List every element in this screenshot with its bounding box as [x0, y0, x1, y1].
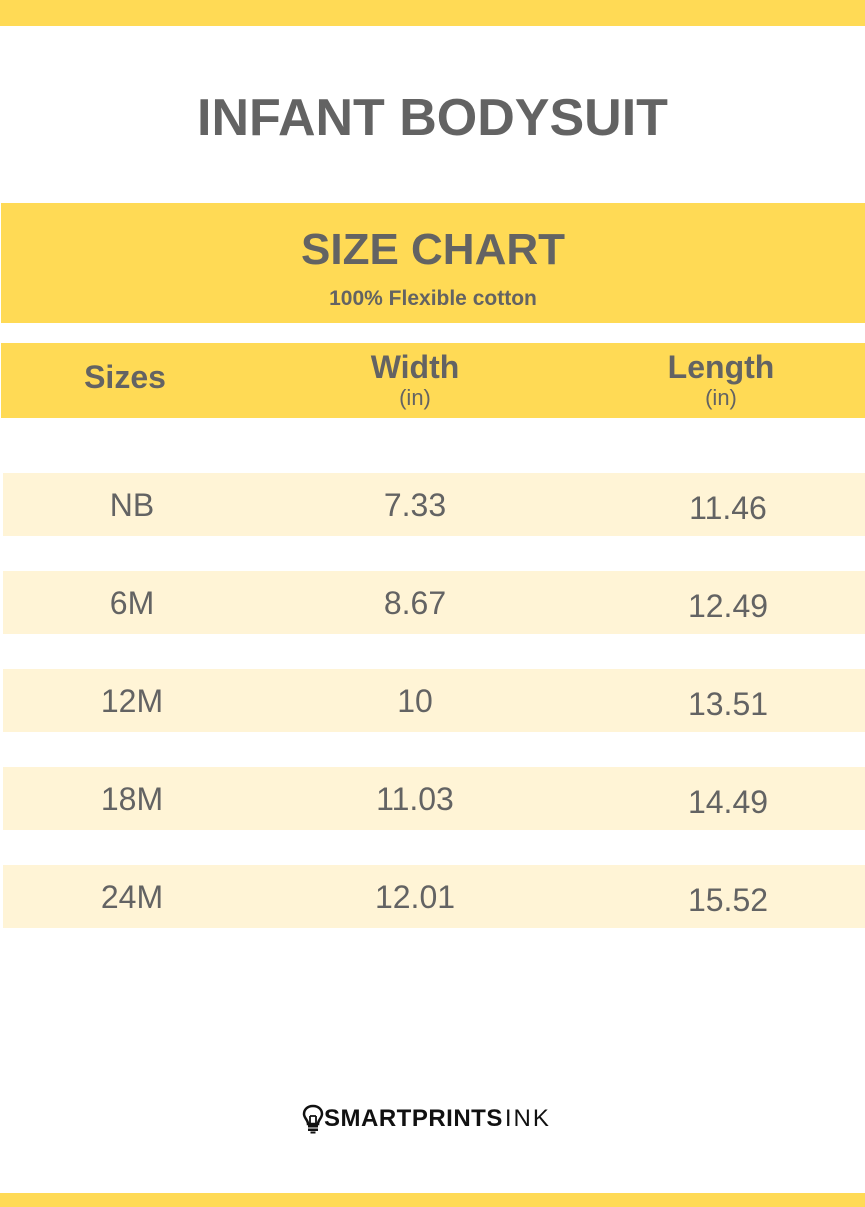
brand-logo: SMARTPRINTS INK — [302, 1104, 551, 1134]
table-row: 12M 10 13.51 — [3, 669, 865, 732]
header-length-label: Length — [667, 349, 775, 385]
table-header: Sizes Width (in) Length (in) — [1, 343, 865, 418]
header-length-unit: (in) — [705, 385, 737, 410]
size-chart-subtitle: 100% Flexible cotton — [329, 287, 537, 310]
logo-text-light: INK — [504, 1105, 551, 1132]
page-title: INFANT BODYSUIT — [197, 89, 668, 147]
logo-text-bold: SMARTPRINTS — [324, 1105, 503, 1132]
bottom-accent-bar — [0, 1193, 865, 1207]
top-accent-bar — [0, 0, 865, 26]
cell-size: 18M — [100, 781, 164, 817]
header-width: Width (in) — [295, 349, 535, 410]
size-chart-banner: SIZE CHART 100% Flexible cotton — [1, 203, 865, 323]
lightbulb-icon — [302, 1104, 324, 1134]
cell-size: 12M — [100, 683, 164, 719]
header-length: Length (in) — [601, 349, 841, 410]
cell-length: 14.49 — [687, 784, 769, 820]
cell-width: 12.01 — [374, 879, 456, 915]
table-row: 18M 11.03 14.49 — [3, 767, 865, 830]
cell-size: NB — [109, 487, 155, 523]
table-row: 6M 8.67 12.49 — [3, 571, 865, 634]
cell-length: 15.52 — [687, 882, 769, 918]
cell-length: 12.49 — [687, 588, 769, 624]
table-row: 24M 12.01 15.52 — [3, 865, 865, 928]
cell-size: 24M — [100, 879, 164, 915]
header-width-label: Width — [370, 349, 460, 385]
header-sizes: Sizes — [84, 359, 166, 395]
cell-width: 10 — [397, 683, 433, 719]
size-chart-title: SIZE CHART — [301, 225, 565, 274]
cell-length: 13.51 — [687, 686, 769, 722]
cell-width: 11.03 — [376, 781, 454, 817]
table-row: NB 7.33 11.46 — [3, 473, 865, 536]
cell-width: 8.67 — [383, 585, 447, 621]
cell-width: 7.33 — [383, 487, 447, 523]
header-width-unit: (in) — [399, 385, 431, 410]
cell-size: 6M — [109, 585, 155, 621]
cell-length: 11.46 — [689, 490, 767, 526]
